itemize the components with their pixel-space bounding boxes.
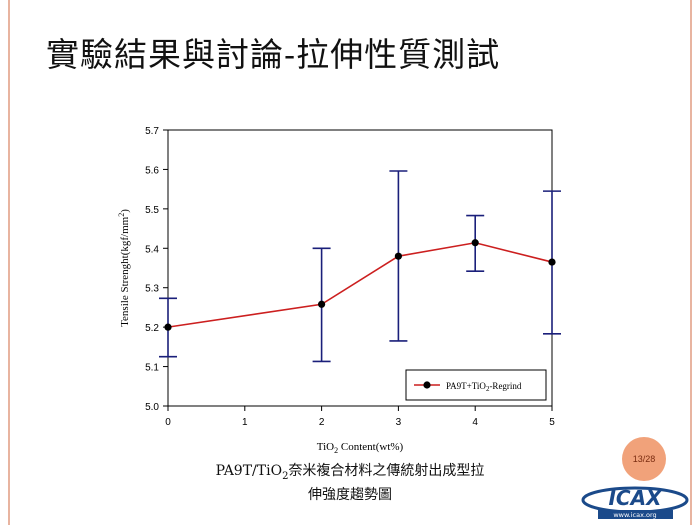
svg-text:www.icax.org: www.icax.org xyxy=(613,511,656,519)
y-tick-label: 5.6 xyxy=(145,165,159,176)
data-point xyxy=(318,300,326,308)
data-point xyxy=(164,323,172,331)
x-tick-label: 1 xyxy=(242,417,248,428)
caption-line-2: 伸強度趨勢圖 xyxy=(308,486,392,503)
x-axis-label: TiO2 Content(wt%) xyxy=(317,441,404,455)
y-tick-label: 5.4 xyxy=(145,244,159,255)
tensile-strength-chart: 5.0 5.1 5.2 5.3 5.4 5.5 5.6 5.7 0 1 2 3 4 5 TiO2 Conte… xyxy=(117,126,561,455)
y-tick-label: 5.3 xyxy=(145,284,159,295)
slide-title: 實驗結果與討論-拉伸性質測試 xyxy=(46,35,501,74)
slide-border-left xyxy=(8,0,10,525)
y-tick-label: 5.7 xyxy=(145,126,159,137)
x-tick-label: 2 xyxy=(319,417,325,428)
y-tick-label: 5.5 xyxy=(145,205,159,216)
series-line xyxy=(167,241,553,328)
data-point xyxy=(394,252,402,260)
slide-border-right xyxy=(690,0,692,525)
x-tick-label: 3 xyxy=(396,417,402,428)
x-tick-label: 5 xyxy=(549,417,555,428)
legend-marker xyxy=(423,381,431,389)
x-tick-label: 0 xyxy=(165,417,171,428)
y-axis-label: Tensile Strenght(kgf/mm2) xyxy=(117,209,131,327)
plot-frame xyxy=(167,129,553,407)
icax-logo: ICAX www.icax.org xyxy=(581,486,689,519)
y-tick-label: 5.1 xyxy=(145,363,159,374)
svg-text:ICAX: ICAX xyxy=(608,486,663,510)
chart-caption: PA9T/TiO2奈米複合材料之傳統射出成型拉 伸強度趨勢圖 xyxy=(160,462,540,505)
data-point xyxy=(471,239,479,247)
legend-label: PA9T+TiO2-Regrind xyxy=(446,381,522,393)
data-point xyxy=(548,258,556,266)
caption-line-1: PA9T/TiO2奈米複合材料之傳統射出成型拉 xyxy=(215,463,485,482)
y-tick-label: 5.2 xyxy=(145,323,159,334)
page-number-badge: 13/28 xyxy=(622,437,666,481)
y-tick-label: 5.0 xyxy=(145,402,159,413)
x-tick-label: 4 xyxy=(472,417,478,428)
